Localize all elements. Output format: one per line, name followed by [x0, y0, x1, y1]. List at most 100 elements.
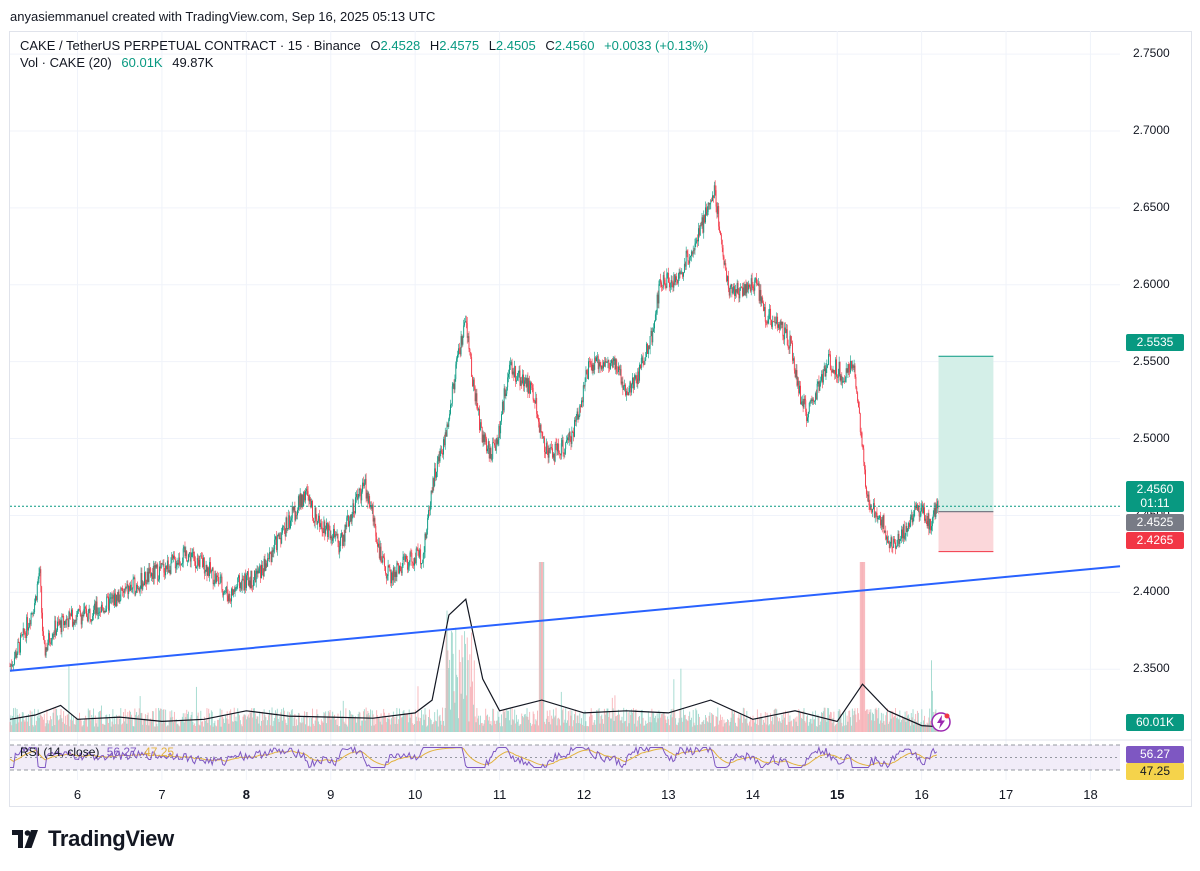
- volume-bar: [718, 724, 720, 732]
- candle-body: [24, 633, 26, 634]
- volume-bar: [28, 725, 30, 732]
- volume-bar: [55, 708, 57, 732]
- candle-body: [803, 398, 805, 408]
- candle-body: [701, 217, 703, 226]
- candle-body: [610, 363, 611, 369]
- volume-bar: [537, 710, 539, 732]
- candle-body: [714, 185, 716, 191]
- volume-bar: [13, 718, 15, 732]
- candle-body: [297, 496, 299, 511]
- volume-bar: [696, 710, 698, 732]
- volume-bar: [518, 725, 520, 732]
- candle-body: [536, 397, 538, 414]
- candle-body: [400, 571, 402, 574]
- volume-bar: [41, 716, 43, 732]
- volume-bar: [210, 710, 212, 732]
- volume-bar: [670, 709, 672, 732]
- tradingview-logo[interactable]: TradingView: [12, 826, 174, 852]
- volume-bar: [648, 722, 650, 732]
- volume-bar: [680, 668, 682, 732]
- candle-body: [31, 612, 33, 614]
- volume-bar: [93, 726, 95, 732]
- volume-bar: [785, 724, 787, 732]
- candle-body: [708, 203, 710, 205]
- volume-legend[interactable]: Vol · CAKE (20) 60.01K 49.87K: [20, 55, 213, 70]
- volume-bar: [829, 711, 831, 732]
- candle-body: [498, 426, 500, 440]
- candle-body: [93, 609, 94, 616]
- volume-bar: [863, 562, 865, 732]
- candle-body: [756, 283, 758, 285]
- volume-bar: [454, 702, 456, 732]
- candle-body: [253, 571, 255, 581]
- volume-bar: [740, 713, 742, 732]
- volume-bar: [880, 720, 881, 732]
- symbol-legend[interactable]: CAKE / TetherUS PERPETUAL CONTRACT · 15 …: [20, 37, 708, 55]
- candle-body: [13, 664, 14, 666]
- symbol-title[interactable]: CAKE / TetherUS PERPETUAL CONTRACT · 15 …: [20, 38, 361, 53]
- volume-bar: [615, 716, 617, 732]
- candle-body: [541, 431, 543, 437]
- volume-bar: [327, 710, 329, 732]
- volume-bar: [881, 722, 883, 732]
- candle-body: [829, 354, 831, 370]
- volume-bar: [405, 714, 407, 732]
- volume-bar: [838, 708, 840, 732]
- candle-body: [441, 450, 443, 454]
- volume-bar: [901, 719, 903, 732]
- candle-body: [382, 555, 384, 563]
- volume-bar: [882, 713, 884, 732]
- candle-body: [17, 641, 19, 654]
- volume-bar: [926, 722, 928, 732]
- rsi-legend[interactable]: RSI (14, close) 56.27 47.25: [20, 745, 174, 759]
- candle-body: [444, 432, 446, 446]
- candle-body: [608, 359, 610, 369]
- volume-bar: [421, 709, 422, 732]
- candle-body: [525, 377, 527, 387]
- candle-body: [704, 215, 706, 223]
- volume-bar: [188, 711, 189, 732]
- candle-body: [396, 562, 398, 578]
- candle-body: [71, 609, 73, 627]
- volume-bar: [210, 725, 211, 732]
- candle-body: [28, 627, 29, 631]
- volume-bar: [626, 726, 628, 732]
- volume-bar: [751, 719, 753, 732]
- volume-bar: [181, 716, 183, 732]
- candle-body: [328, 524, 330, 530]
- candle-body: [341, 532, 342, 537]
- volume-bar: [739, 718, 741, 732]
- volume-bar: [523, 717, 524, 732]
- volume-bar: [794, 717, 796, 732]
- volume-bar: [764, 711, 766, 732]
- volume-bar: [445, 628, 447, 732]
- volume-bar: [752, 715, 754, 732]
- candle-body: [443, 439, 445, 446]
- alert-bolt-icon[interactable]: [931, 712, 951, 732]
- candle-body: [229, 594, 231, 600]
- candle-body: [402, 556, 404, 567]
- volume-bar: [455, 627, 457, 732]
- volume-bar: [678, 718, 680, 732]
- volume-bar: [160, 708, 162, 732]
- candle-body: [599, 362, 601, 367]
- candle-body: [25, 633, 27, 638]
- candle-body: [749, 284, 750, 288]
- volume-bar: [486, 714, 488, 732]
- volume-bar: [921, 709, 923, 732]
- candle-body: [381, 560, 383, 563]
- candle-body: [881, 519, 883, 528]
- volume-bar: [705, 717, 707, 732]
- volume-bar: [275, 710, 276, 732]
- rsi-legend-label[interactable]: RSI (14, close): [20, 745, 100, 759]
- volume-bar: [505, 718, 507, 732]
- volume-legend-label[interactable]: Vol · CAKE (20): [20, 55, 112, 70]
- candle-body: [87, 610, 89, 621]
- candle-body: [225, 586, 227, 592]
- candle-body: [722, 247, 724, 257]
- candles: [9, 180, 939, 672]
- volume-bar: [230, 709, 232, 732]
- volume-bar: [914, 719, 916, 732]
- candle-body: [690, 251, 692, 257]
